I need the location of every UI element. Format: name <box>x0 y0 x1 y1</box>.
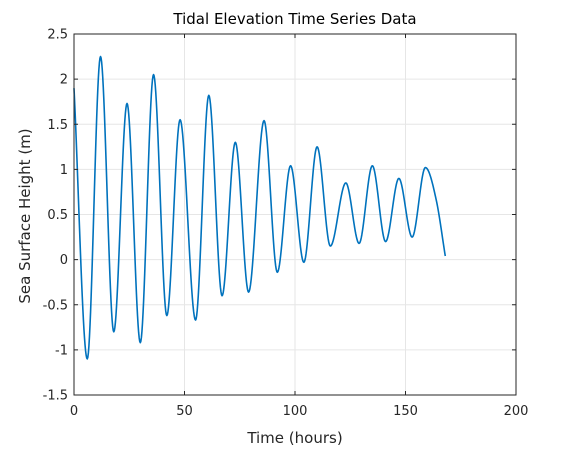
x-tick-label: 150 <box>393 404 418 419</box>
y-tick-label: -0.5 <box>43 298 68 313</box>
y-tick-label: 0 <box>60 253 68 268</box>
y-tick-label: 1 <box>60 163 68 178</box>
y-tick-label: -1 <box>55 343 68 358</box>
x-tick-label: 50 <box>176 404 193 419</box>
x-tick-label: 0 <box>70 404 78 419</box>
y-tick-label: 2.5 <box>47 28 68 43</box>
y-tick-label: -1.5 <box>43 389 68 404</box>
chart-title: Tidal Elevation Time Series Data <box>172 10 416 28</box>
y-tick-label: 0.5 <box>47 208 68 223</box>
y-tick-label: 2 <box>60 73 68 88</box>
y-tick-label: 1.5 <box>47 118 68 133</box>
plot-area: 0 50 100 150 200 -1.5 -1 -0.5 0 0.5 1 1.5 2 2.5 <box>43 28 529 420</box>
x-tick-label: 200 <box>504 404 529 419</box>
x-axis-label: Time (hours) <box>246 429 342 447</box>
x-tick-label: 100 <box>283 404 308 419</box>
y-axis-label: Sea Surface Height (m) <box>16 128 34 303</box>
